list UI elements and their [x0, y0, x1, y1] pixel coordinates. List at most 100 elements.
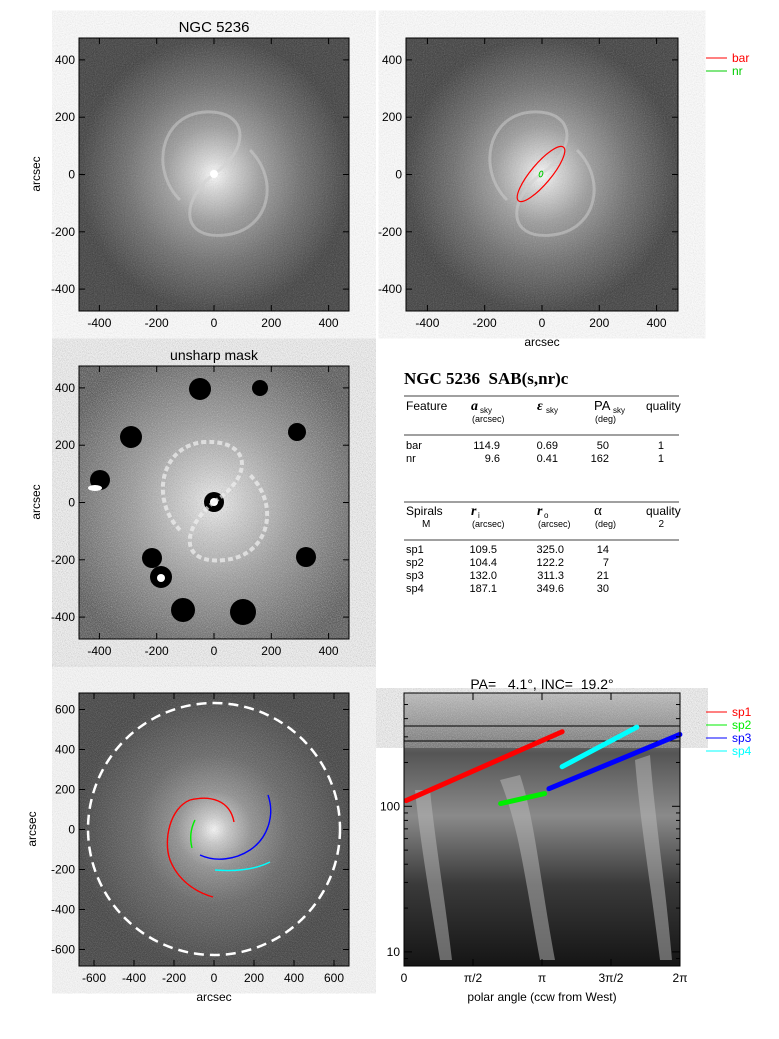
legend-sp4: sp4 [732, 744, 752, 758]
table-row: sp2 104.4 122.2 7 [406, 557, 609, 569]
panel-title: NGC 5236 [179, 19, 250, 36]
col-pa-unit: (deg) [595, 414, 616, 424]
x-tick-label: 0 [211, 316, 218, 330]
galaxy-nucleus [210, 170, 218, 178]
x-tick-label: 0 [539, 316, 546, 330]
col-alpha: α [594, 503, 602, 519]
legend: bar nr [706, 51, 749, 78]
x-tick-label: 400 [319, 316, 339, 330]
cell-name: sp4 [406, 583, 424, 595]
axis-ticks: -400 -200 0 200 400 400 200 0 -200 -400 [51, 38, 349, 330]
col-ro-sub: o [544, 511, 549, 520]
col-ro: r [537, 504, 543, 519]
y-axis-label: arcsec [25, 811, 39, 846]
y-tick-label: -200 [51, 553, 75, 567]
col-m: M [422, 519, 430, 530]
cell-alpha: 21 [597, 570, 609, 582]
image-noise [79, 693, 349, 966]
spiral-overlays [166, 794, 272, 898]
x-tick-label: 400 [647, 316, 667, 330]
x-tick-label: 200 [261, 644, 281, 658]
y-tick-label: -400 [51, 610, 75, 624]
y-tick-label: 400 [55, 381, 75, 395]
series-lines [403, 724, 683, 807]
table-row: sp4 187.1 349.6 30 [406, 583, 609, 595]
x-tick-label: π [538, 971, 546, 985]
col-ro-unit: (arcsec) [538, 519, 571, 529]
parameter-table: NGC 5236 SAB(s,nr)c Feature a sky (arcse… [404, 369, 681, 595]
cell-quality: 1 [658, 453, 664, 465]
table-row: bar 114.9 0.69 50 1 [406, 440, 664, 452]
y-tick-label: 200 [55, 110, 75, 124]
quality-value: 2 [658, 519, 664, 530]
y-tick-label: 200 [382, 110, 402, 124]
sp1-line [403, 729, 565, 804]
x-tick-label: 400 [319, 644, 339, 658]
y-tick-label: -400 [51, 282, 75, 296]
sp2-arc [190, 819, 196, 849]
dark-blobs [90, 378, 316, 625]
cell-feature: nr [406, 453, 416, 465]
col-ri-unit: (arcsec) [472, 519, 505, 529]
cell-pa: 50 [597, 440, 609, 452]
cell-feature: bar [406, 440, 422, 452]
y-tick-label: 600 [55, 703, 75, 717]
cell-e: 0.41 [537, 453, 558, 465]
axis-ticks: -400 -200 0 200 400 400 200 0 -200 -400 [378, 38, 678, 330]
polar-noise [404, 693, 680, 743]
col-a-sub: sky [480, 406, 492, 415]
table-row: nr 9.6 0.41 162 1 [406, 453, 664, 465]
table-row: sp3 132.0 311.3 21 [406, 570, 609, 582]
x-tick-label: 0 [211, 644, 218, 658]
bar-ellipse [516, 145, 566, 203]
table-row: sp1 109.5 325.0 14 [406, 544, 609, 556]
x-tick-label: -200 [145, 644, 169, 658]
cell-ri: 132.0 [469, 570, 497, 582]
y-tick-label: 0 [68, 823, 75, 837]
col-ri-sub: i [478, 511, 480, 520]
nr-ellipse [538, 170, 544, 178]
cell-ro: 325.0 [536, 544, 564, 556]
y-tick-label: 200 [55, 438, 75, 452]
x-tick-label: -200 [473, 316, 497, 330]
x-tick-label: -400 [415, 316, 439, 330]
x-tick-label: 200 [244, 971, 264, 985]
x-tick-label: 3π/2 [599, 971, 624, 985]
x-tick-label: -400 [122, 971, 146, 985]
y-tick-label: 0 [68, 168, 75, 182]
y-tick-label: -200 [51, 863, 75, 877]
panel-unsharp-mask: unsharp mask arcsec -400 -200 0 200 400 400 20… [29, 347, 350, 658]
x-tick-label: 0 [211, 971, 218, 985]
cell-name: sp1 [406, 544, 424, 556]
y-tick-label: 100 [380, 799, 400, 813]
x-tick-label: 200 [589, 316, 609, 330]
cell-a: 114.9 [473, 440, 500, 452]
cell-e: 0.69 [537, 440, 558, 452]
sp3-arc [199, 794, 272, 860]
y-axis-label: arcsec [29, 156, 43, 191]
col-pa: PA [594, 398, 611, 413]
col-quality: quality [646, 399, 681, 413]
cell-alpha: 14 [597, 544, 609, 556]
panel-galaxy-image: NGC 5236 arcsec -400 -200 0 200 400 400 200 0 -2… [29, 19, 350, 330]
col-quality: quality [646, 504, 681, 518]
axis-ticks: -400 -200 0 200 400 400 200 0 -200 -400 [51, 366, 349, 658]
cell-ro: 349.6 [536, 583, 564, 595]
sp4-arc [214, 861, 271, 872]
cell-ro: 311.3 [537, 570, 564, 582]
cell-quality: 1 [658, 440, 664, 452]
y-axis-label: arcsec [29, 484, 43, 519]
x-tick-label: 400 [284, 971, 304, 985]
sp3-line [546, 731, 683, 792]
x-tick-label: -200 [145, 316, 169, 330]
axis-ticks: 0 π/2 π 3π/2 2π 100 10 [380, 693, 687, 985]
x-tick-label: -200 [162, 971, 186, 985]
y-tick-label: 0 [68, 496, 75, 510]
x-tick-label: -600 [82, 971, 106, 985]
cell-name: sp3 [406, 570, 424, 582]
y-tick-label: 400 [382, 53, 402, 67]
col-a: a [471, 399, 478, 414]
spiral-arms [161, 110, 269, 237]
spiral-arms [488, 110, 596, 237]
